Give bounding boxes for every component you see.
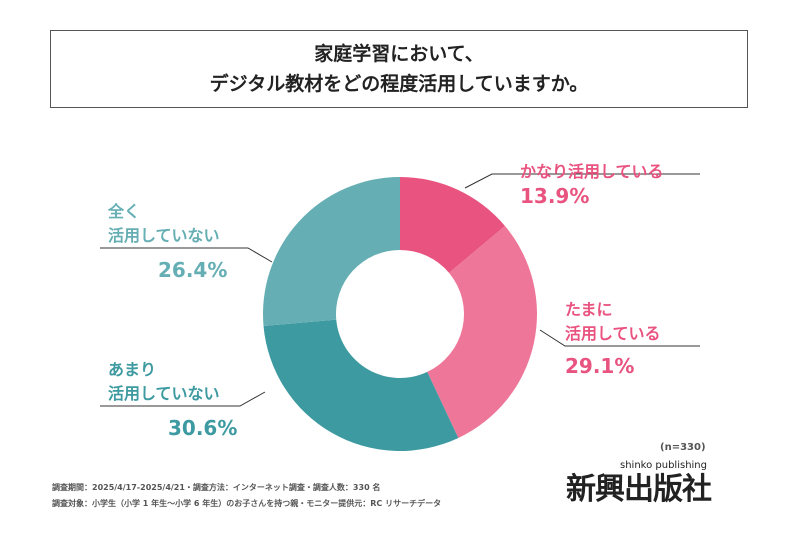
title-line-1: 家庭学習において、: [314, 43, 484, 65]
footnote-line-2: 調査対象：小学生（小学 1 年生～小学 6 年生）のお子さんを持つ親・モニター提…: [52, 499, 442, 508]
donut-slice-2: [263, 319, 459, 451]
label-mattaku: 全く 活用していない 26.4%: [108, 200, 227, 282]
label-text-2: 活用している: [565, 324, 661, 343]
label-amari: あまり 活用していない 30.6%: [108, 358, 237, 440]
label-percent: 26.4%: [158, 258, 228, 282]
leader-lines: [100, 173, 700, 407]
donut-slice-0: [400, 177, 506, 273]
label-percent: 13.9%: [520, 184, 590, 208]
label-text-1: あまり: [108, 360, 157, 379]
label-text-1: 全く: [108, 202, 141, 221]
donut-slice-1: [427, 226, 537, 438]
leader-line-2: [100, 391, 266, 407]
label-percent: 30.6%: [168, 416, 238, 440]
label-percent: 29.1%: [565, 354, 635, 378]
logo-text: 新興出版社: [566, 472, 712, 507]
leader-line-1: [539, 329, 700, 347]
footnote-line-1: 調査期間：2025/4/17-2025/4/21・調査方法：インターネット調査・…: [52, 483, 381, 492]
label-tamani: たまに 活用している 29.1%: [565, 298, 661, 378]
label-text-2: 活用していない: [108, 226, 220, 245]
leader-line-0: [464, 173, 700, 189]
chart-title: 家庭学習において、 デジタル教材をどの程度活用していますか。: [50, 30, 748, 108]
label-text-2: 活用していない: [108, 384, 220, 403]
sample-size: (n=330): [660, 442, 706, 453]
title-line-2: デジタル教材をどの程度活用していますか。: [209, 73, 589, 95]
label-text-1: たまに: [565, 300, 613, 319]
logo-sub: shinko publishing: [620, 460, 707, 471]
label-text: かなり活用している: [520, 162, 664, 181]
donut-slice-3: [263, 177, 400, 327]
label-kanari: かなり活用している 13.9%: [520, 160, 664, 208]
leader-line-3: [100, 247, 273, 263]
